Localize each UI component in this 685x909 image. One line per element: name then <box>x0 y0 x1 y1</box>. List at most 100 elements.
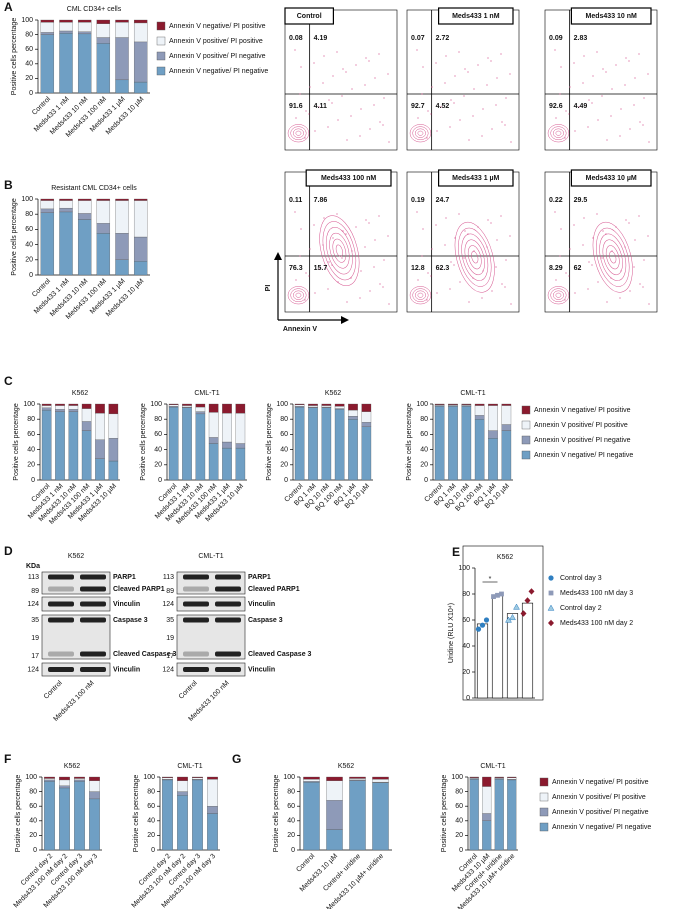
contour <box>322 221 357 281</box>
legend-swatch <box>156 51 166 61</box>
bar-segment <box>81 408 92 422</box>
bar-segment <box>494 776 504 778</box>
bar-segment <box>303 779 320 782</box>
contour <box>290 288 307 303</box>
event-dot <box>629 128 631 130</box>
data-point <box>548 590 554 596</box>
panel-label: E <box>452 545 460 559</box>
event-dot <box>596 213 598 215</box>
event-dot <box>582 244 584 246</box>
y-tick-label: 80 <box>462 591 470 598</box>
flow-label: Meds433 10 nM <box>586 13 638 20</box>
contour <box>412 288 429 303</box>
data-point <box>548 575 554 581</box>
event-dot <box>486 84 488 86</box>
legend-swatch <box>521 450 531 460</box>
bar-segment <box>162 777 173 780</box>
blot-band <box>215 601 241 607</box>
bar-segment <box>168 404 179 407</box>
contour <box>332 238 347 263</box>
chart-title: Resistant CML CD34+ cells <box>51 185 137 192</box>
contour <box>292 128 304 138</box>
event-dot <box>383 259 385 261</box>
blot-strip <box>176 596 246 612</box>
y-tick-label: 60 <box>280 431 288 438</box>
event-dot <box>337 281 339 283</box>
event-dot <box>611 88 613 90</box>
contour <box>605 245 620 270</box>
bar-segment <box>115 37 129 81</box>
kda-label: 124 <box>162 666 174 673</box>
bar-segment <box>434 403 445 405</box>
y-axis-label: Positive cells percentage <box>140 403 147 481</box>
y-tick-label: 0 <box>424 477 428 484</box>
event-dot <box>500 215 502 217</box>
bar-segment <box>494 779 504 851</box>
bar-segment <box>59 787 70 851</box>
event-dot <box>601 257 603 259</box>
bar-segment <box>348 409 358 417</box>
kda-label: 89 <box>31 588 39 595</box>
bar-segment <box>59 198 73 201</box>
data-point <box>524 597 531 604</box>
event-dot <box>620 108 622 110</box>
event-dot <box>332 237 334 239</box>
contour <box>319 215 360 287</box>
quadrant-value: 4.11 <box>314 103 327 110</box>
bar-segment <box>108 460 119 481</box>
data-point <box>520 610 527 617</box>
event-dot <box>379 121 381 123</box>
y-tick-label: 20 <box>287 832 295 839</box>
bar <box>491 594 504 699</box>
arrow-head <box>341 316 349 324</box>
event-dot <box>365 57 367 59</box>
event-dot <box>318 106 320 108</box>
contour <box>602 239 623 276</box>
event-dot <box>591 264 593 266</box>
event-dot <box>295 279 297 281</box>
event-dot <box>435 62 437 64</box>
quadrant-value: 7.86 <box>314 197 328 204</box>
y-tick-label: 60 <box>455 803 463 810</box>
y-axis-label: Positive cells percentage <box>11 198 18 276</box>
quadrant-value: 4.49 <box>574 103 588 110</box>
event-dot <box>314 130 316 132</box>
contour <box>547 286 570 305</box>
event-dot <box>647 73 649 75</box>
bar-segment <box>133 198 148 201</box>
kda-label: 17 <box>166 653 174 660</box>
bar-segment <box>482 786 492 814</box>
y-tick-label: 0 <box>459 847 463 854</box>
kda-label: 124 <box>27 666 39 673</box>
bar-segment <box>40 200 55 210</box>
panel-label: B <box>4 178 13 192</box>
flow-label-box <box>570 7 652 25</box>
event-dot <box>554 49 556 51</box>
event-dot <box>304 299 306 301</box>
event-dot <box>574 130 576 132</box>
event-dot <box>569 86 571 88</box>
event-dot <box>435 224 437 226</box>
event-dot <box>327 126 329 128</box>
bar-segment <box>40 208 55 213</box>
event-dot <box>313 62 315 64</box>
bar-segment <box>372 776 389 780</box>
event-dot <box>426 299 428 301</box>
contour <box>295 292 302 298</box>
y-tick-label: 60 <box>147 803 155 810</box>
panel-label: G <box>232 752 241 766</box>
blot-strip <box>176 662 246 677</box>
y-tick-label: 40 <box>287 818 295 825</box>
quadrant-value: 4.52 <box>436 103 450 110</box>
y-tick-label: 0 <box>466 695 470 702</box>
bar-segment <box>44 778 55 781</box>
kda-label: 113 <box>163 574 174 581</box>
event-dot <box>305 110 307 112</box>
y-tick-label: 20 <box>280 462 288 469</box>
bar-segment <box>294 404 305 407</box>
legend-label: Meds433 100 nM day 2 <box>560 620 633 627</box>
quadrant-value: 91.6 <box>289 103 303 110</box>
event-dot <box>597 281 599 283</box>
significance-label: * <box>489 576 492 583</box>
y-tick-label: 100 <box>283 774 295 781</box>
